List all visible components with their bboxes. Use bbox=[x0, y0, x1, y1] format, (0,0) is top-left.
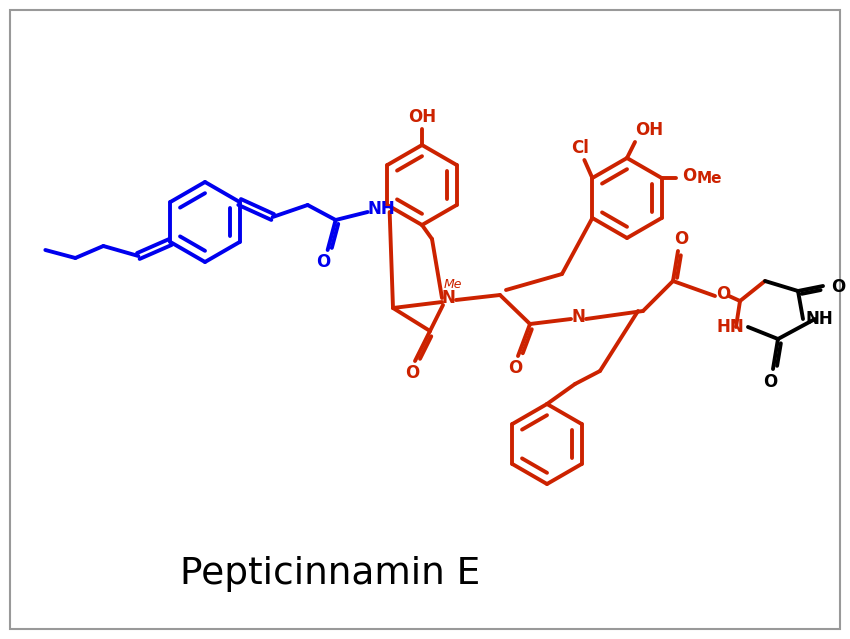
Text: O: O bbox=[683, 167, 697, 185]
Text: O: O bbox=[405, 364, 419, 382]
Text: O: O bbox=[674, 230, 689, 248]
Text: Me: Me bbox=[444, 277, 462, 291]
Text: Pepticinnamin E: Pepticinnamin E bbox=[180, 556, 480, 592]
Text: OH: OH bbox=[408, 108, 436, 126]
Text: O: O bbox=[507, 359, 522, 377]
Text: NH: NH bbox=[368, 200, 395, 218]
Text: Cl: Cl bbox=[571, 139, 589, 157]
Text: N: N bbox=[441, 289, 455, 307]
Text: O: O bbox=[316, 253, 331, 271]
Text: OH: OH bbox=[635, 121, 663, 139]
Text: O: O bbox=[716, 285, 730, 303]
Text: Me: Me bbox=[697, 171, 722, 185]
Text: O: O bbox=[762, 373, 777, 391]
Text: NH: NH bbox=[805, 310, 833, 328]
Text: HN: HN bbox=[716, 318, 744, 336]
Text: N: N bbox=[571, 308, 585, 326]
Text: O: O bbox=[830, 278, 845, 296]
